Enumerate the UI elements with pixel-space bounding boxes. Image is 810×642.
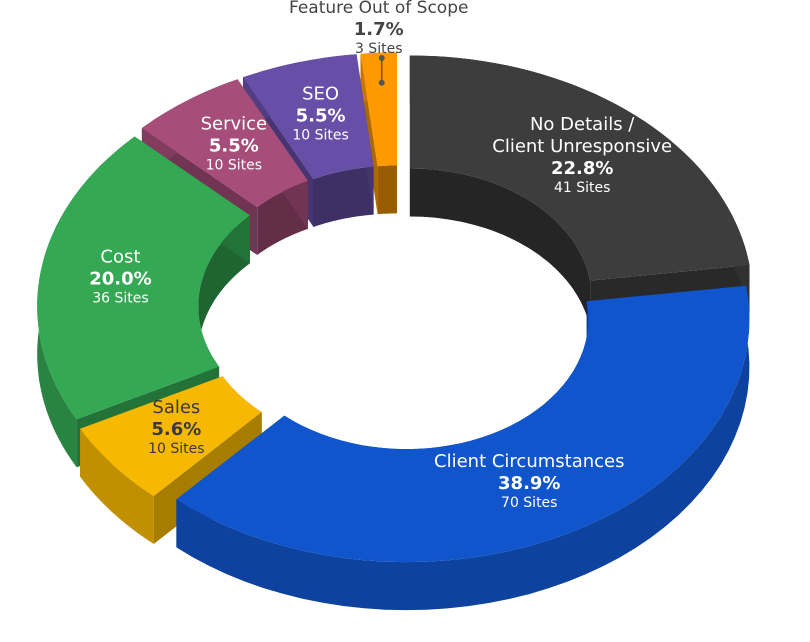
slice-inner-wall bbox=[409, 168, 591, 329]
slice-top bbox=[141, 79, 308, 207]
percent-label: 20.0% bbox=[89, 268, 151, 289]
category-label: Cost bbox=[100, 246, 140, 267]
category-label: Feature Out of Scope bbox=[289, 0, 468, 18]
slice-top bbox=[243, 54, 374, 179]
slice-top bbox=[37, 136, 250, 420]
percent-label: 1.7% bbox=[354, 19, 404, 40]
sites-label: 36 Sites bbox=[92, 290, 148, 306]
sites-label: 3 Sites bbox=[355, 41, 403, 57]
percent-label: 5.6% bbox=[151, 419, 201, 440]
percent-label: 5.5% bbox=[296, 106, 346, 127]
slice-inner-wall bbox=[313, 166, 374, 227]
slice bbox=[176, 285, 750, 611]
sites-label: 70 Sites bbox=[501, 495, 557, 511]
slice-top bbox=[360, 52, 397, 167]
slice-top bbox=[176, 285, 750, 563]
sites-label: 41 Sites bbox=[554, 180, 610, 196]
category-label: Sales bbox=[152, 397, 200, 418]
leader-dot bbox=[378, 79, 385, 86]
percent-label: 22.8% bbox=[551, 158, 613, 179]
category-label: Client Circumstances bbox=[434, 451, 624, 472]
slice-top bbox=[80, 376, 262, 496]
percent-label: 5.5% bbox=[209, 136, 259, 157]
percent-label: 38.9% bbox=[498, 473, 560, 494]
category-label: Service bbox=[201, 114, 268, 135]
slice-outer-wall bbox=[80, 428, 154, 544]
slice-inner-wall bbox=[377, 165, 397, 215]
slice-top bbox=[409, 55, 750, 281]
category-label: SEO bbox=[302, 84, 339, 105]
category-label: No Details / Client Unresponsive bbox=[492, 114, 672, 157]
sites-label: 10 Sites bbox=[148, 441, 204, 457]
sites-label: 10 Sites bbox=[206, 158, 262, 174]
slice-outer-wall bbox=[176, 285, 750, 611]
sites-label: 10 Sites bbox=[292, 128, 348, 144]
leader-dot bbox=[378, 55, 385, 61]
